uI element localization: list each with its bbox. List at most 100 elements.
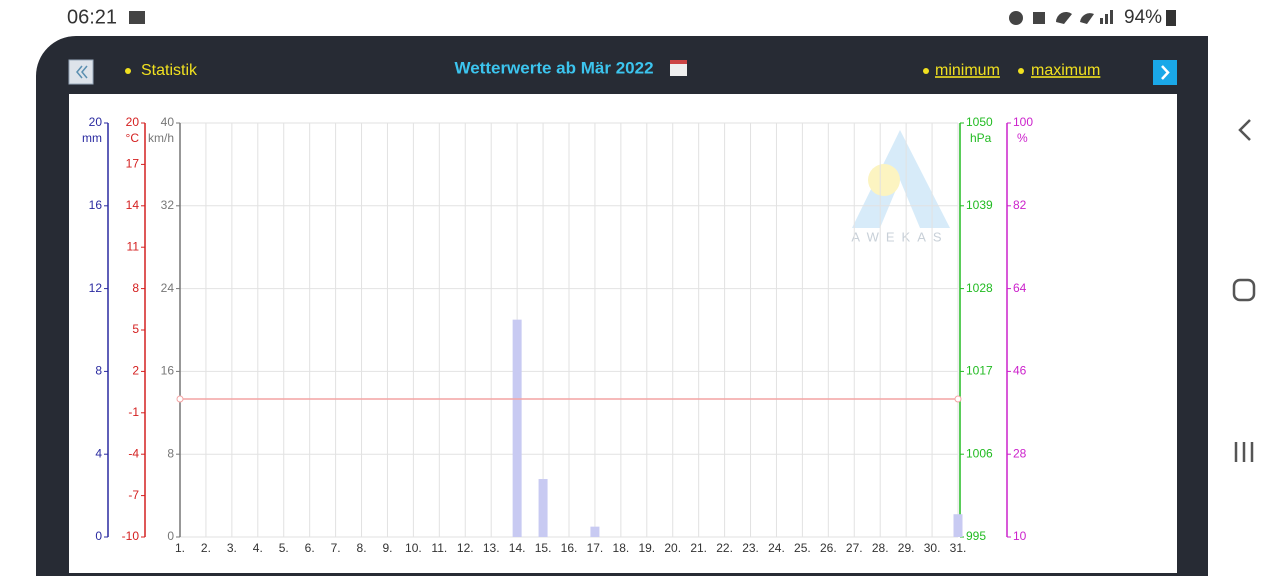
x-tick-label: 11. [431, 541, 447, 555]
y-tick-label: 100 [1013, 115, 1033, 129]
status-icons [1009, 10, 1113, 25]
statistics-link[interactable]: Statistik [141, 62, 198, 79]
x-tick-label: 13. [483, 541, 500, 555]
next-icon [1161, 65, 1170, 80]
nav-back[interactable] [1238, 119, 1251, 141]
minimum-link[interactable]: minimum [935, 62, 1000, 79]
y-tick-label: 64 [1013, 281, 1027, 295]
status-time: 06:21 [67, 6, 117, 28]
y-tick-label: 20 [89, 115, 103, 129]
line-end [176, 395, 184, 403]
y-tick-label: 5 [132, 322, 139, 336]
nav-bar [1208, 36, 1280, 576]
watermark-logo [852, 130, 950, 228]
next-button[interactable] [1153, 60, 1177, 85]
x-tick-label: 26. [820, 541, 837, 555]
axis-unit: hPa [970, 131, 992, 145]
nav-home[interactable] [1232, 278, 1256, 302]
y-tick-label: 1039 [966, 198, 993, 212]
x-tick-label: 28. [872, 541, 889, 555]
y-tick-label: -10 [122, 529, 140, 543]
y-tick-label: 40 [161, 115, 175, 129]
y-tick-label: 24 [161, 281, 175, 295]
bullet [923, 68, 929, 74]
x-tick-label: 15. [535, 541, 552, 555]
x-tick-label: 18. [613, 541, 630, 555]
x-tick-label: 27. [846, 541, 863, 555]
y-tick-label: 14 [126, 198, 140, 212]
bar [590, 526, 600, 537]
y-tick-label: 46 [1013, 364, 1027, 378]
axis-unit: % [1017, 131, 1028, 145]
y-tick-label: 82 [1013, 198, 1027, 212]
axis-unit: mm [82, 131, 102, 145]
y-tick-label: 0 [167, 529, 174, 543]
y-tick-label: 4 [95, 446, 102, 460]
y-tick-label: 8 [167, 446, 174, 460]
x-tick-label: 16. [561, 541, 578, 555]
y-tick-label: -1 [128, 405, 139, 419]
chart-panel [69, 94, 1177, 573]
corner [0, 36, 76, 576]
y-tick-label: 0 [95, 529, 102, 543]
calendar-icon[interactable] [670, 60, 687, 76]
status-image-icon [129, 11, 145, 24]
line-end [954, 395, 962, 403]
battery-icon [1166, 10, 1176, 26]
nav-recent[interactable] [1234, 442, 1254, 462]
x-tick-label: 29. [898, 541, 915, 555]
x-tick-label: 21. [690, 541, 707, 555]
x-tick-label: 6. [305, 541, 315, 555]
maximum-link[interactable]: maximum [1031, 62, 1100, 79]
x-tick-label: 19. [638, 541, 655, 555]
x-tick-label: 1. [175, 541, 185, 555]
y-tick-label: 1006 [966, 446, 993, 460]
y-tick-label: 2 [132, 364, 139, 378]
x-tick-label: 31. [950, 541, 967, 555]
back-icon [76, 65, 88, 79]
chart: AWEKAS 1. 2. 3. 4. 5. 6. 7. 8. 9. 10. 11. 12. 13. 14.… [82, 115, 1033, 555]
y-tick-label: 8 [95, 364, 102, 378]
x-tick-label: 30. [924, 541, 941, 555]
y-tick-label: -4 [128, 446, 139, 460]
x-tick-label: 25. [794, 541, 811, 555]
y-tick-label: -7 [128, 488, 139, 502]
x-tick-label: 4. [253, 541, 263, 555]
y-tick-label: 12 [89, 281, 103, 295]
bullet [125, 68, 131, 74]
watermark: AWEKAS [851, 229, 948, 244]
x-tick-label: 10. [405, 541, 422, 555]
y-tick-label: 1028 [966, 281, 993, 295]
x-tick-label: 3. [227, 541, 237, 555]
y-tick-label: 28 [1013, 446, 1027, 460]
axis-unit: km/h [148, 131, 174, 145]
bar [953, 514, 963, 537]
x-tick-label: 23. [742, 541, 759, 555]
y-tick-label: 16 [89, 198, 103, 212]
y-tick-label: 995 [966, 529, 986, 543]
status-battery: 94% [1124, 7, 1162, 28]
y-tick-label: 1050 [966, 115, 993, 129]
x-tick-label: 2. [201, 541, 211, 555]
axis-unit: °C [126, 131, 140, 145]
y-tick-label: 11 [127, 239, 140, 253]
y-tick-label: 8 [132, 281, 139, 295]
back-button[interactable] [68, 59, 94, 85]
x-tick-label: 22. [716, 541, 733, 555]
x-tick-label: 7. [331, 541, 341, 555]
y-tick-label: 20 [126, 115, 140, 129]
y-tick-label: 17 [126, 157, 140, 171]
x-tick-label: 17. [587, 541, 604, 555]
y-tick-label: 1017 [966, 364, 993, 378]
x-tick-label: 5. [279, 541, 289, 555]
x-tick-label: 24. [768, 541, 785, 555]
y-tick-label: 16 [161, 364, 175, 378]
x-tick-label: 8. [357, 541, 367, 555]
bar [538, 479, 548, 537]
x-tick-label: 14. [509, 541, 526, 555]
x-tick-label: 12. [457, 541, 474, 555]
title: Wetterwerte ab Mär 2022 [454, 58, 653, 77]
bar [512, 319, 522, 537]
bullet [1018, 68, 1024, 74]
